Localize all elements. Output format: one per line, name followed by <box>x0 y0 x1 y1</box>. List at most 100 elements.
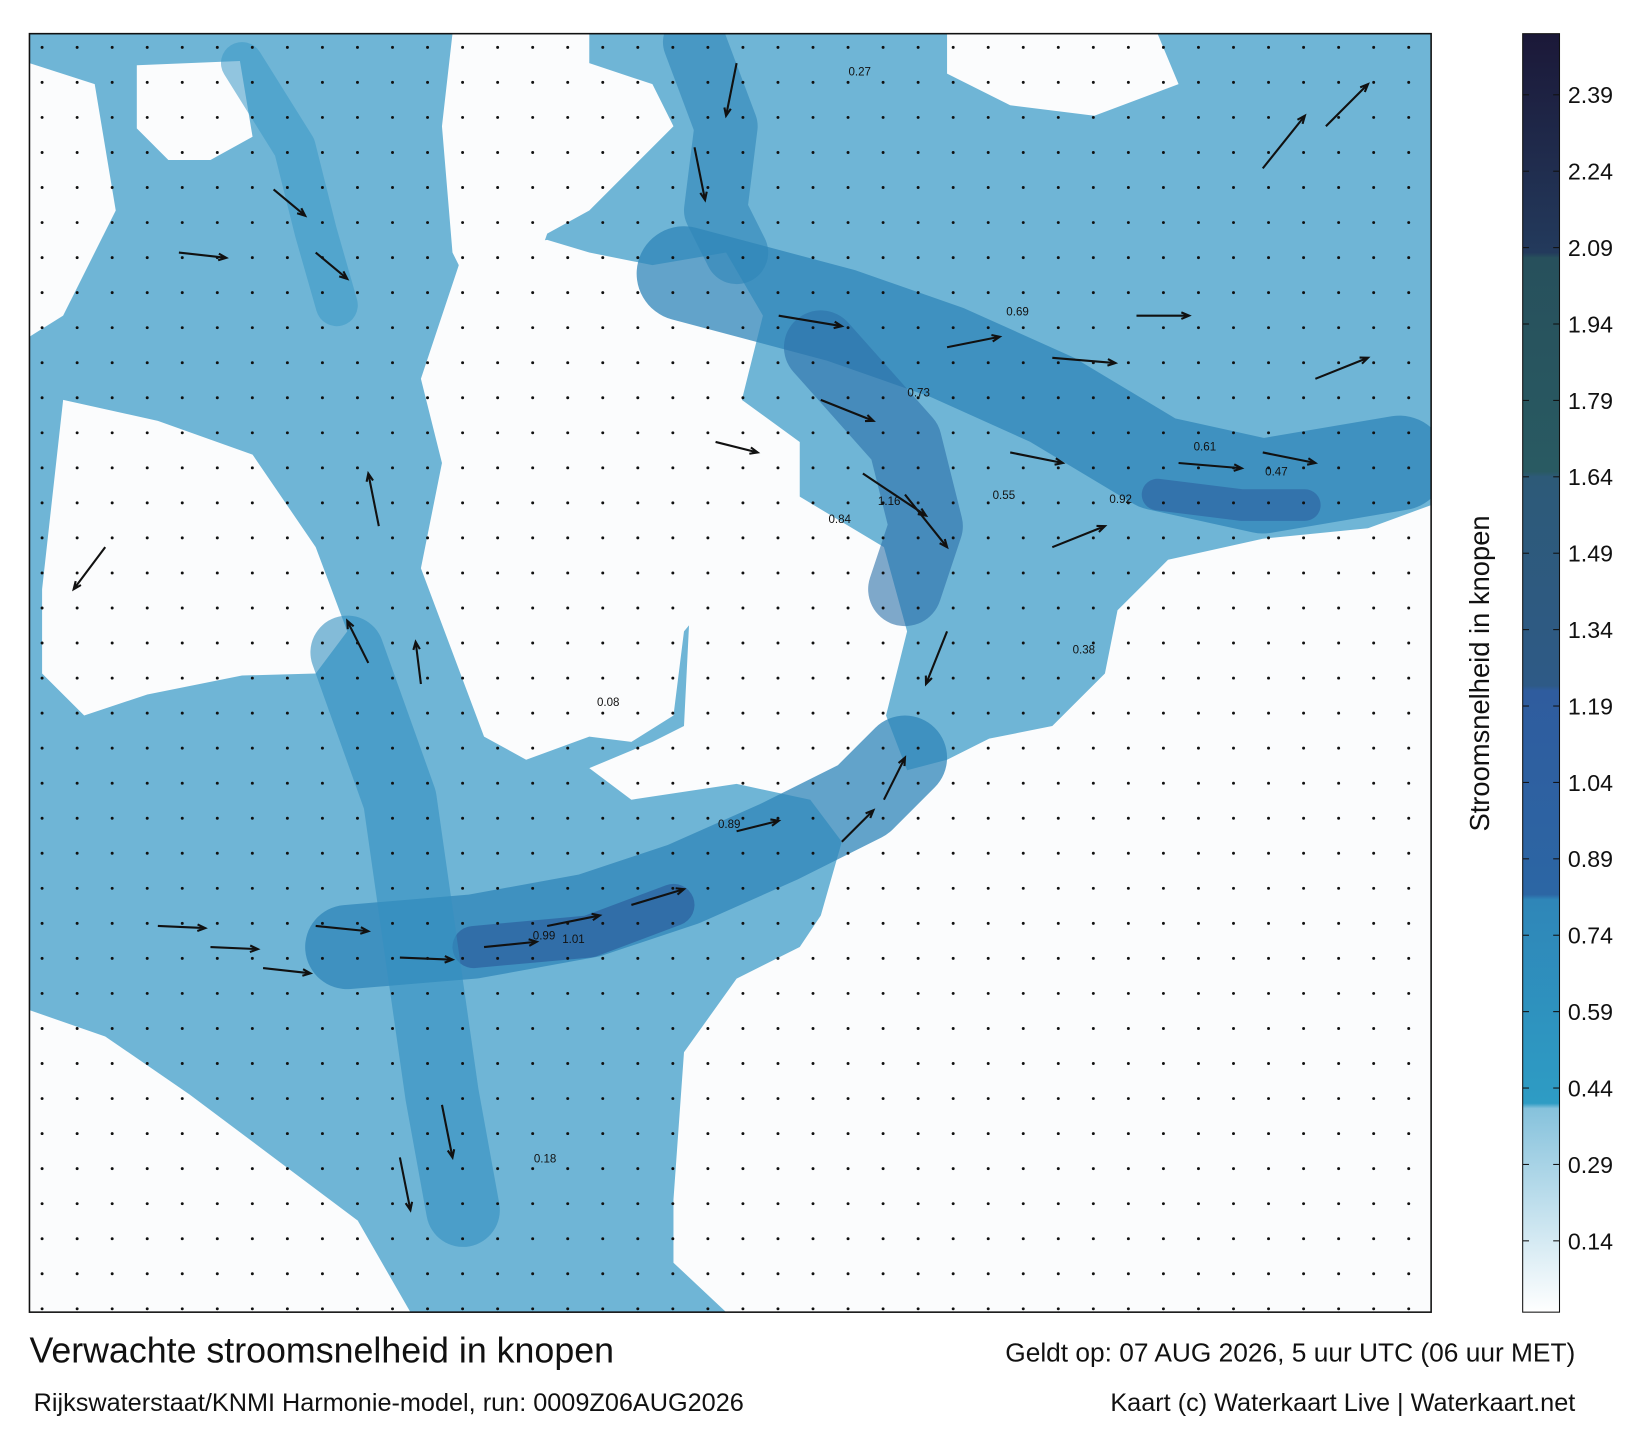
grid-dot <box>110 1097 114 1101</box>
grid-dot <box>1372 150 1376 154</box>
grid-dot <box>75 991 79 995</box>
grid-dot <box>531 396 535 400</box>
grid-dot <box>250 256 254 260</box>
grid-dot <box>285 501 289 505</box>
grid-dot <box>391 115 394 119</box>
grid-dot <box>741 956 745 960</box>
grid-dot <box>145 536 149 540</box>
grid-dot <box>355 1132 359 1136</box>
grid-dot <box>250 606 254 610</box>
grid-dot <box>1232 606 1235 610</box>
current-arrow <box>946 333 1003 349</box>
grid-dot <box>320 80 324 84</box>
grid-dot <box>1126 150 1130 154</box>
grid-dot <box>776 396 780 400</box>
grid-dot <box>636 1026 640 1030</box>
grid-dot <box>1196 746 1200 750</box>
grid-dot <box>355 676 359 680</box>
grid-dot <box>461 1097 465 1101</box>
grid-dot <box>1337 1026 1341 1030</box>
grid-dot <box>776 641 780 645</box>
grid-dot <box>1056 291 1060 295</box>
current-arrow <box>1052 356 1119 367</box>
grid-dot <box>706 1062 710 1065</box>
grid-dot <box>1161 501 1165 505</box>
grid-dot <box>75 361 79 365</box>
grid-dot <box>355 781 359 785</box>
grid-dot <box>1021 80 1025 84</box>
grid-dot <box>110 431 114 435</box>
grid-dot <box>531 991 535 995</box>
grid-dot <box>426 45 430 49</box>
grid-dot <box>1091 1097 1095 1101</box>
grid-dot <box>1091 221 1095 225</box>
grid-dot <box>601 45 605 49</box>
grid-dot <box>1232 1307 1235 1311</box>
grid-dot <box>1091 431 1095 435</box>
grid-dot <box>320 291 324 295</box>
grid-dot <box>145 80 149 84</box>
grid-dot <box>355 851 359 855</box>
grid-dot <box>566 571 570 575</box>
grid-dot <box>846 115 850 119</box>
grid-dot <box>180 80 184 84</box>
grid-dot <box>951 991 955 995</box>
grid-dot <box>741 45 745 49</box>
grid-dot <box>776 1272 780 1276</box>
grid-dot <box>320 1132 324 1136</box>
speed-label: 1.01 <box>562 934 585 946</box>
grid-dot <box>846 291 850 295</box>
grid-dot <box>285 1272 289 1276</box>
grid-dot <box>951 886 955 890</box>
grid-dot <box>1267 396 1271 400</box>
grid-dot <box>110 1062 114 1065</box>
grid-dot <box>215 186 219 189</box>
grid-dot <box>811 1237 815 1241</box>
grid-dot <box>1091 886 1095 890</box>
grid-dot <box>1337 1097 1341 1101</box>
grid-dot <box>355 746 359 750</box>
grid-dot <box>355 1237 359 1241</box>
current-arrow <box>1136 311 1192 320</box>
grid-dot <box>671 886 675 890</box>
grid-dot <box>461 641 465 645</box>
grid-dot <box>1372 851 1376 855</box>
grid-dot <box>846 186 850 189</box>
grid-dot <box>145 606 149 610</box>
grid-dot <box>391 186 394 189</box>
grid-dot <box>1196 361 1200 365</box>
grid-dot <box>881 1167 885 1171</box>
current-arrow <box>631 887 687 906</box>
grid-dot <box>1196 571 1200 575</box>
grid-dot <box>1232 221 1235 225</box>
grid-dot <box>145 676 149 680</box>
grid-dot <box>461 536 465 540</box>
grid-dot <box>1267 45 1271 49</box>
grid-dot <box>776 466 780 470</box>
grid-dot <box>1021 851 1025 855</box>
grid-dot <box>636 361 640 365</box>
grid-dot <box>881 851 885 855</box>
grid-dot <box>916 431 920 435</box>
grid-dot <box>391 886 394 890</box>
grid-dot <box>250 851 254 855</box>
grid-dot <box>215 466 219 470</box>
grid-dot <box>426 1097 430 1101</box>
grid-dot <box>566 1307 570 1311</box>
grid-dot <box>566 466 570 470</box>
grid-dot <box>110 536 114 540</box>
grid-dot <box>1232 1167 1235 1171</box>
grid-dot <box>250 396 254 400</box>
grid-dot <box>916 396 920 400</box>
grid-dot <box>75 431 79 435</box>
grid-dot <box>426 256 430 260</box>
colorbar-tick-label: 1.19 <box>1568 693 1613 719</box>
grid-dot <box>320 1097 324 1101</box>
grid-dot <box>951 150 955 154</box>
grid-dot <box>776 781 780 785</box>
grid-dot <box>215 711 219 715</box>
grid-dot <box>881 1237 885 1241</box>
grid-dot <box>811 221 815 225</box>
grid-dot <box>391 991 394 995</box>
grid-dot <box>1407 1272 1411 1276</box>
